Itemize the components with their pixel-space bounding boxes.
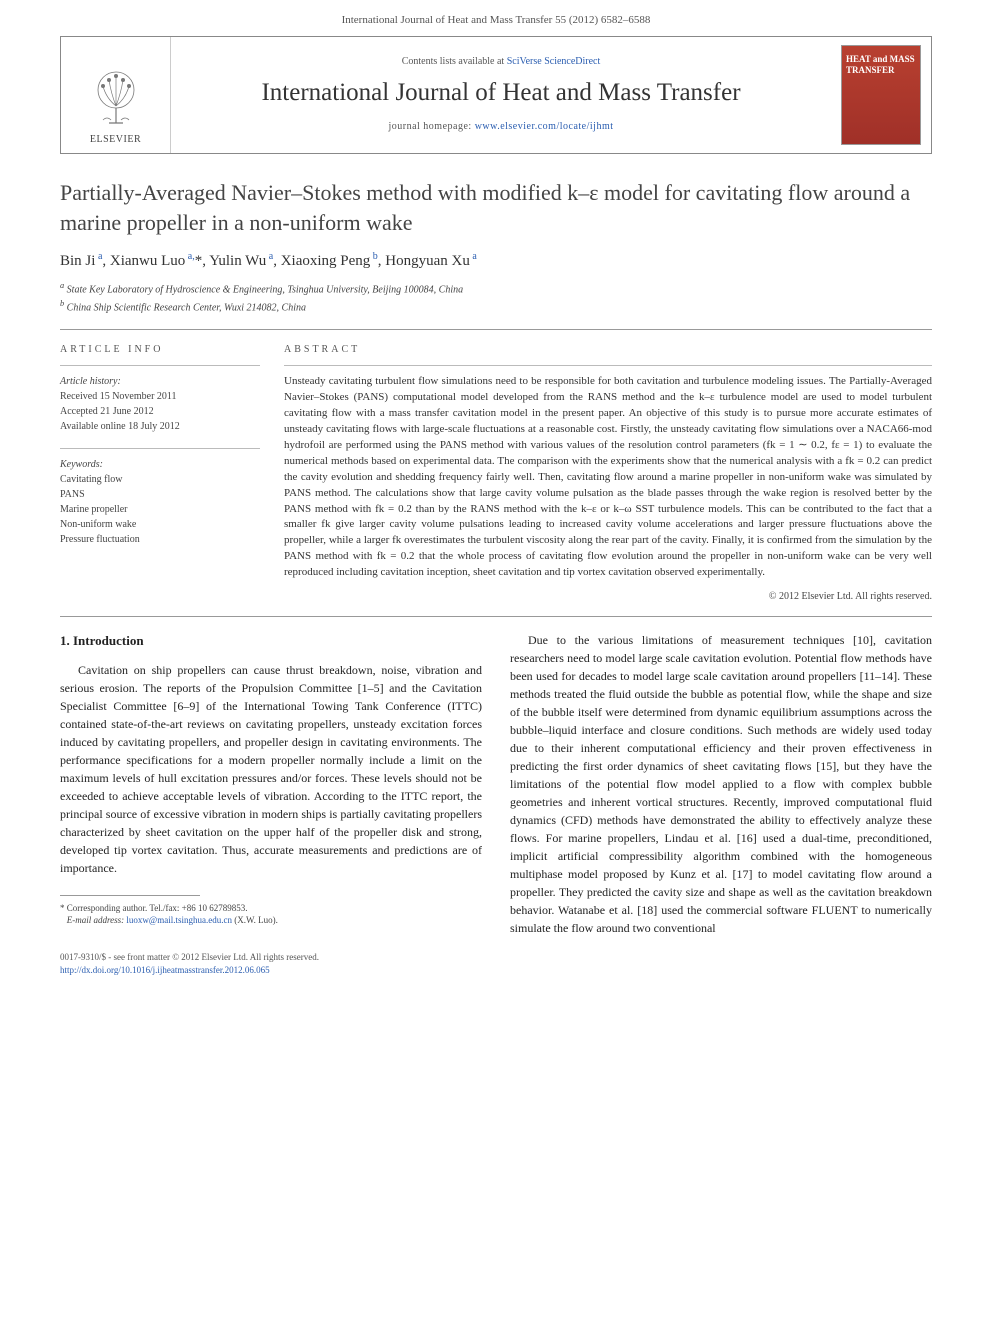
aff-marker: b	[370, 251, 378, 262]
authors: Bin Ji a, Xianwu Luo a,*, Yulin Wu a, Xi…	[60, 251, 932, 270]
author: Xianwu Luo	[110, 253, 185, 269]
aff-marker: a,	[185, 251, 194, 262]
publisher-block: ELSEVIER	[61, 37, 171, 153]
footer-line1: 0017-9310/$ - see front matter © 2012 El…	[60, 951, 932, 964]
author: Yulin Wu	[209, 253, 266, 269]
aff-marker: a	[95, 251, 102, 262]
sciencedirect-link[interactable]: SciVerse ScienceDirect	[507, 56, 601, 67]
paragraph: Due to the various limitations of measur…	[510, 631, 932, 937]
paragraph: Cavitation on ship propellers can cause …	[60, 661, 482, 877]
cover-thumbnail-wrap: HEAT and MASS TRANSFER	[831, 37, 931, 153]
article-title: Partially-Averaged Navier–Stokes method …	[60, 178, 932, 237]
cover-title: HEAT and MASS TRANSFER	[846, 54, 916, 76]
journal-homepage: journal homepage: www.elsevier.com/locat…	[181, 121, 821, 132]
footer: 0017-9310/$ - see front matter © 2012 El…	[60, 951, 932, 976]
cover-line1: HEAT and MASS	[846, 54, 916, 65]
keywords-label: Keywords:	[60, 457, 260, 472]
email-footnote: E-mail address: luoxw@mail.tsinghua.edu.…	[60, 914, 482, 927]
column-left: 1. Introduction Cavitation on ship prope…	[60, 631, 482, 937]
keywords-block: Keywords: Cavitating flow PANS Marine pr…	[60, 457, 260, 547]
homepage-prefix: journal homepage:	[388, 121, 474, 132]
accepted: Accepted 21 June 2012	[60, 404, 260, 419]
abstract-rule	[284, 365, 932, 366]
abstract-heading: ABSTRACT	[284, 344, 932, 355]
info-abstract-row: ARTICLE INFO Article history: Received 1…	[60, 344, 932, 602]
masthead-center: Contents lists available at SciVerse Sci…	[171, 37, 831, 153]
keyword: Pressure fluctuation	[60, 532, 260, 547]
received: Received 15 November 2011	[60, 389, 260, 404]
journal-title: International Journal of Heat and Mass T…	[181, 79, 821, 107]
email-link[interactable]: luoxw@mail.tsinghua.edu.cn	[126, 915, 232, 925]
cover-thumbnail: HEAT and MASS TRANSFER	[841, 45, 921, 145]
cover-line2: TRANSFER	[846, 65, 916, 76]
divider	[60, 329, 932, 330]
author: Hongyuan Xu	[385, 253, 470, 269]
keyword: Cavitating flow	[60, 472, 260, 487]
author: Xiaoxing Peng	[281, 253, 371, 269]
history-block: Article history: Received 15 November 20…	[60, 374, 260, 434]
article-info: ARTICLE INFO Article history: Received 1…	[60, 344, 260, 602]
running-head: International Journal of Heat and Mass T…	[0, 0, 992, 36]
section-heading: 1. Introduction	[60, 631, 482, 651]
info-rule	[60, 448, 260, 449]
affiliation-b: b China Ship Scientific Research Center,…	[60, 298, 932, 315]
info-heading: ARTICLE INFO	[60, 344, 260, 355]
abstract: ABSTRACT Unsteady cavitating turbulent f…	[284, 344, 932, 602]
masthead: ELSEVIER Contents lists available at Sci…	[60, 36, 932, 154]
keyword: PANS	[60, 487, 260, 502]
online: Available online 18 July 2012	[60, 419, 260, 434]
aff-marker: a	[266, 251, 273, 262]
corr-marker: *	[195, 253, 203, 269]
publisher-name: ELSEVIER	[90, 134, 141, 145]
affiliations: a State Key Laboratory of Hydroscience &…	[60, 280, 932, 315]
divider	[60, 616, 932, 617]
email-person: (X.W. Luo).	[234, 915, 278, 925]
elsevier-tree-icon	[81, 68, 151, 128]
history-label: Article history:	[60, 374, 260, 389]
footnote-rule	[60, 895, 200, 896]
author: Bin Ji	[60, 253, 95, 269]
body-columns: 1. Introduction Cavitation on ship prope…	[60, 631, 932, 937]
homepage-link[interactable]: www.elsevier.com/locate/ijhmt	[475, 121, 614, 132]
aff-marker: a	[470, 251, 477, 262]
doi-link[interactable]: http://dx.doi.org/10.1016/j.ijheatmasstr…	[60, 965, 270, 975]
contents-prefix: Contents lists available at	[402, 56, 507, 67]
copyright: © 2012 Elsevier Ltd. All rights reserved…	[284, 591, 932, 602]
abstract-text: Unsteady cavitating turbulent flow simul…	[284, 374, 932, 581]
corresponding-footnote: * Corresponding author. Tel./fax: +86 10…	[60, 902, 482, 915]
affiliation-a: a State Key Laboratory of Hydroscience &…	[60, 280, 932, 297]
column-right: Due to the various limitations of measur…	[510, 631, 932, 937]
keyword: Non-uniform wake	[60, 517, 260, 532]
contents-line: Contents lists available at SciVerse Sci…	[181, 56, 821, 67]
info-rule	[60, 365, 260, 366]
email-label: E-mail address:	[67, 915, 124, 925]
keyword: Marine propeller	[60, 502, 260, 517]
